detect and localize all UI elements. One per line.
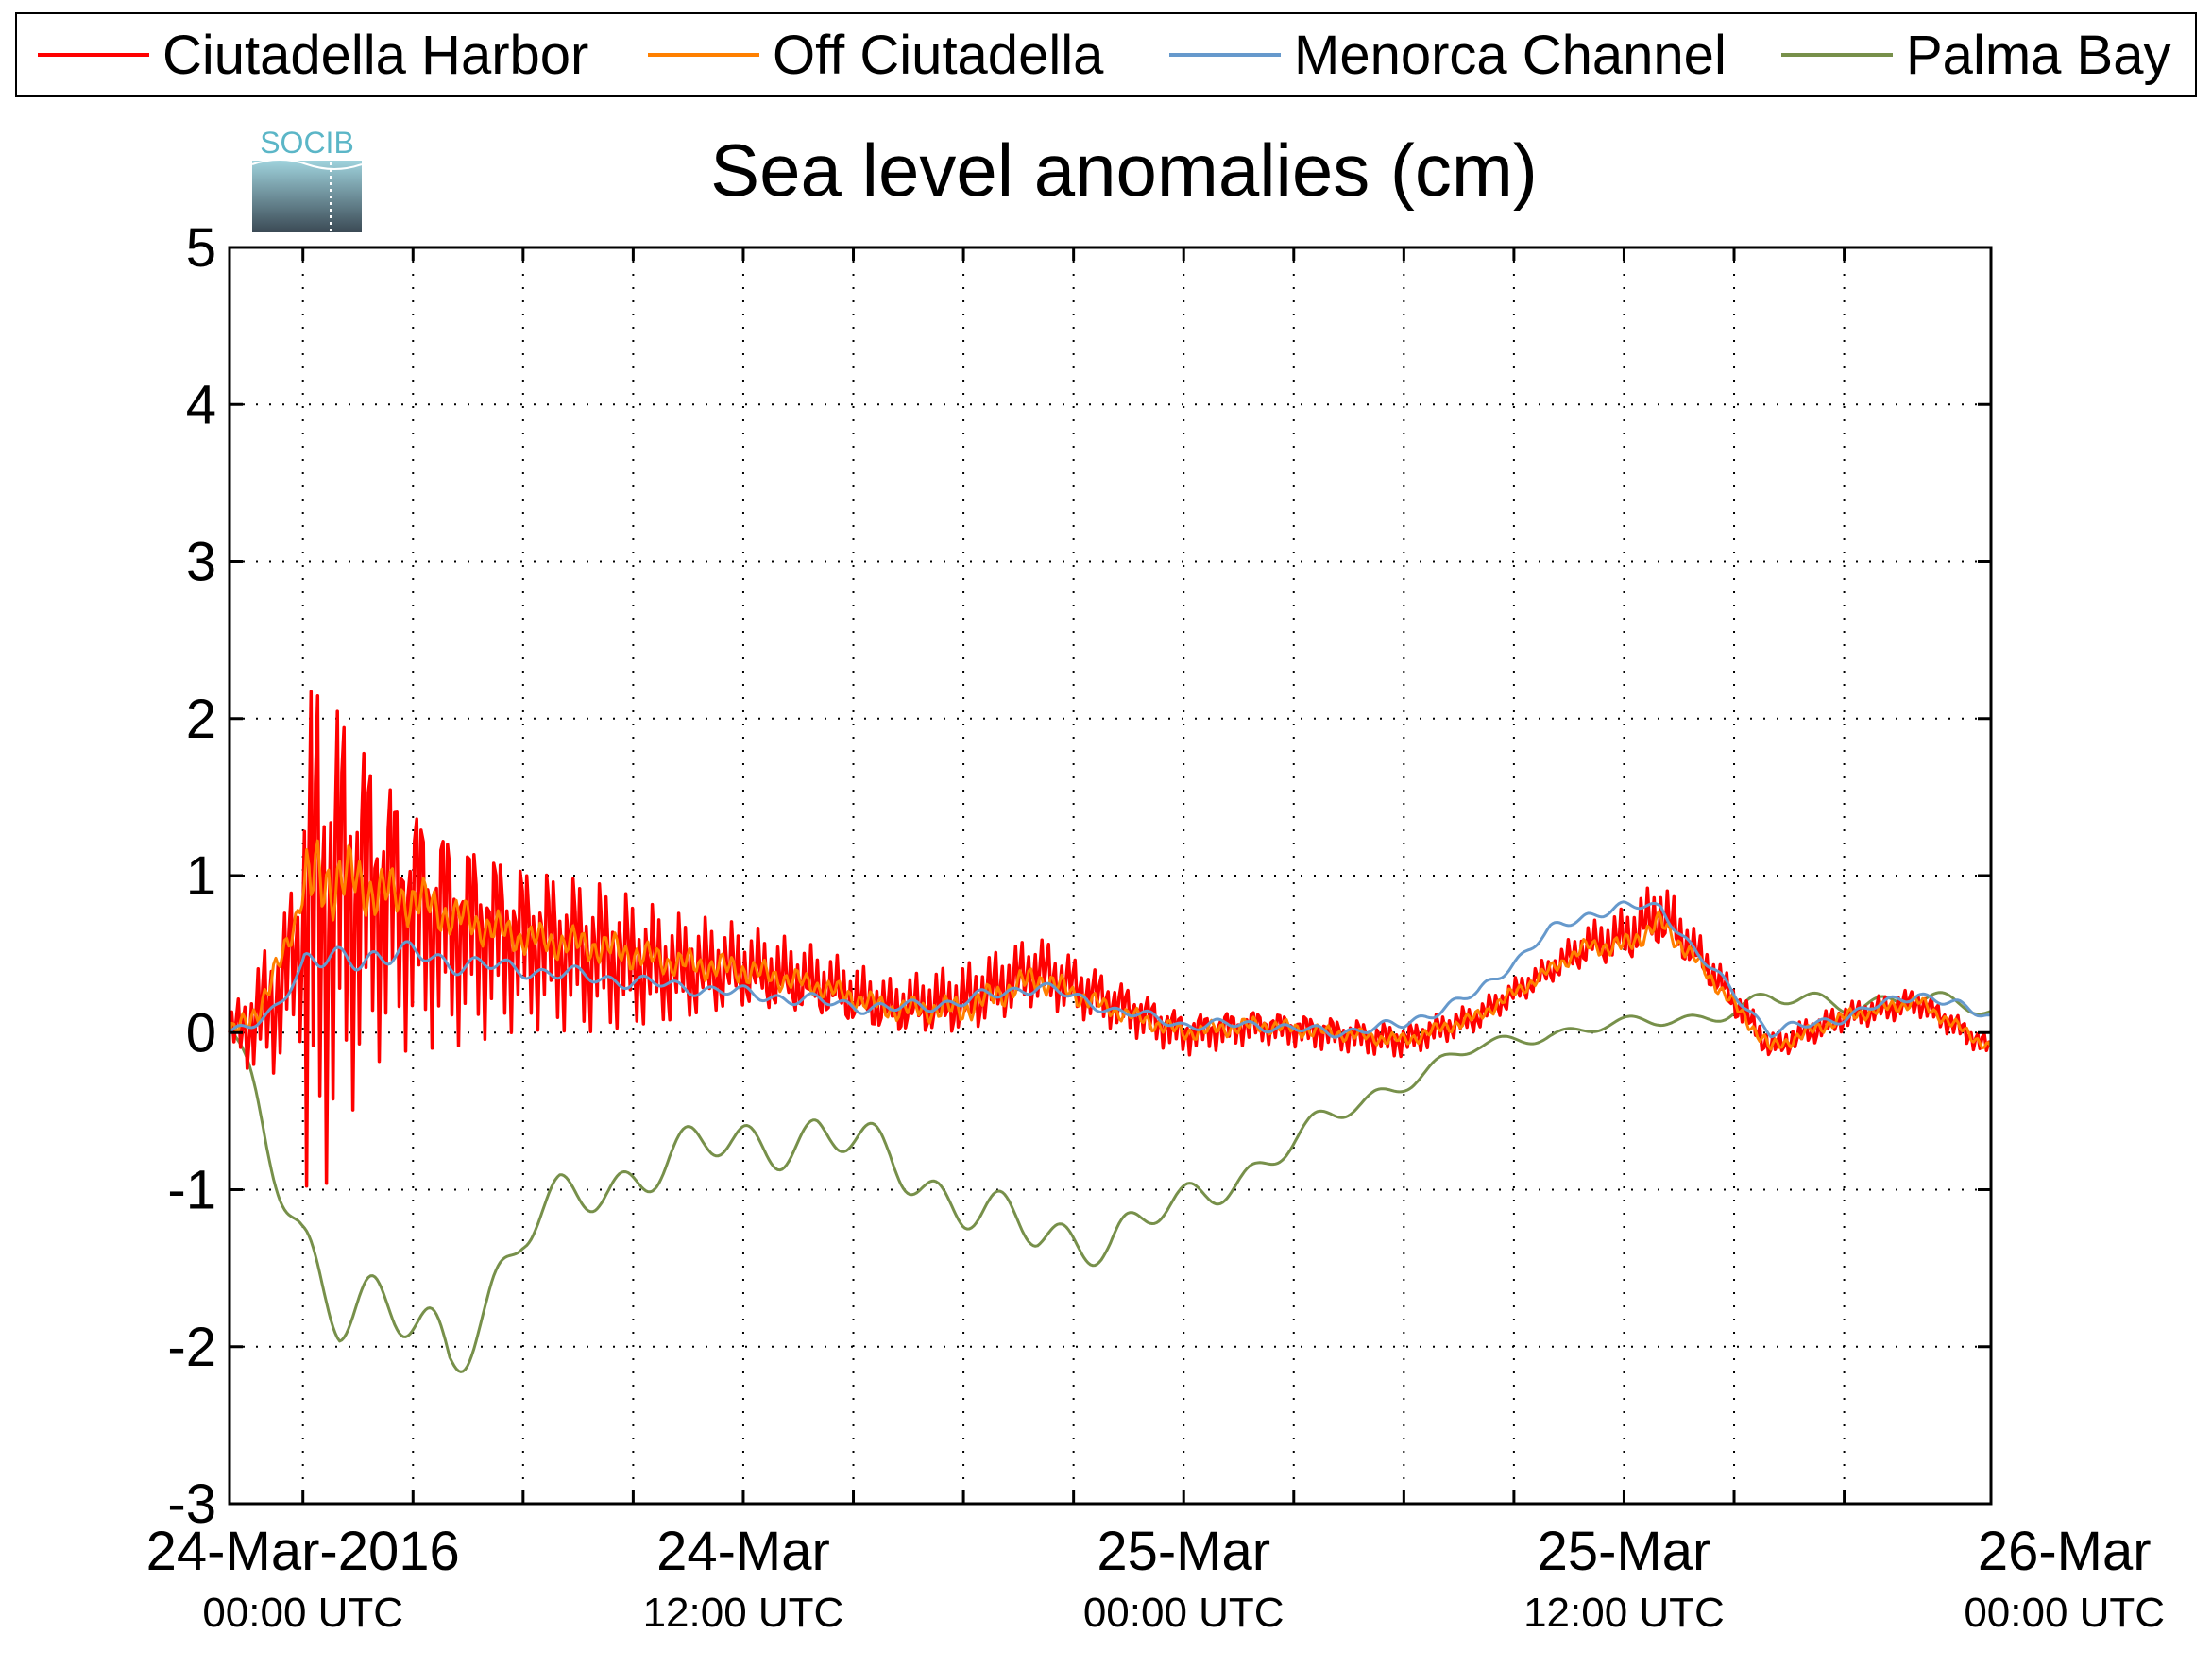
series-menorca-channel bbox=[228, 900, 1992, 1039]
y-tick-label: 3 bbox=[186, 532, 216, 593]
legend-label-off-ciutadella: Off Ciutadella bbox=[773, 24, 1104, 86]
y-tick-label: 5 bbox=[186, 217, 216, 279]
legend-item-ciutadella-harbor: Ciutadella Harbor bbox=[38, 14, 588, 95]
legend-swatch-off-ciutadella bbox=[648, 53, 759, 57]
y-tick-label: -1 bbox=[167, 1160, 216, 1221]
legend-label-ciutadella-harbor: Ciutadella Harbor bbox=[162, 24, 589, 86]
y-tick-label: -2 bbox=[167, 1317, 216, 1378]
legend-item-palma-bay: Palma Bay bbox=[1781, 14, 2170, 95]
series-ciutadella-harbor bbox=[228, 690, 1992, 1188]
socib-logo: SOCIB bbox=[251, 121, 365, 234]
legend-swatch-menorca-channel bbox=[1169, 53, 1281, 57]
x-tick-label: 25-Mar bbox=[1097, 1521, 1270, 1582]
x-tick-label: 24-Mar bbox=[656, 1521, 830, 1582]
series-off-ciutadella bbox=[228, 839, 1993, 1051]
series-line bbox=[228, 900, 1992, 1039]
y-tick-label: 0 bbox=[186, 1002, 216, 1064]
legend-label-palma-bay: Palma Bay bbox=[1906, 24, 2171, 86]
chart-title: Sea level anomalies (cm) bbox=[710, 128, 1538, 212]
x-tick-sublabel: 12:00 UTC bbox=[643, 1590, 844, 1636]
x-tick-label: 26-Mar bbox=[1978, 1521, 2152, 1582]
series-line bbox=[228, 839, 1993, 1051]
y-tick-label: 2 bbox=[186, 689, 216, 750]
y-tick-label: -3 bbox=[167, 1473, 216, 1535]
legend-swatch-ciutadella-harbor bbox=[38, 53, 149, 57]
x-tick-sublabel: 00:00 UTC bbox=[1964, 1590, 2165, 1636]
x-tick-sublabel: 00:00 UTC bbox=[1083, 1590, 1285, 1636]
series-line bbox=[228, 690, 1992, 1188]
logo-text: SOCIB bbox=[260, 126, 354, 160]
legend-swatch-palma-bay bbox=[1781, 53, 1893, 57]
series-line bbox=[228, 991, 1992, 1373]
x-tick-label: 25-Mar bbox=[1538, 1521, 1711, 1582]
legend-item-menorca-channel: Menorca Channel bbox=[1169, 14, 1727, 95]
legend: Ciutadella Harbor Off Ciutadella Menorca… bbox=[15, 12, 2197, 97]
y-tick-label: 4 bbox=[186, 374, 216, 435]
legend-item-off-ciutadella: Off Ciutadella bbox=[648, 14, 1103, 95]
x-tick-sublabel: 12:00 UTC bbox=[1523, 1590, 1725, 1636]
legend-label-menorca-channel: Menorca Channel bbox=[1294, 24, 1727, 86]
series-palma-bay bbox=[228, 991, 1992, 1373]
y-tick-label: 1 bbox=[186, 845, 216, 907]
x-tick-sublabel: 00:00 UTC bbox=[202, 1590, 403, 1636]
x-tick-label: 24-Mar-2016 bbox=[146, 1521, 460, 1582]
